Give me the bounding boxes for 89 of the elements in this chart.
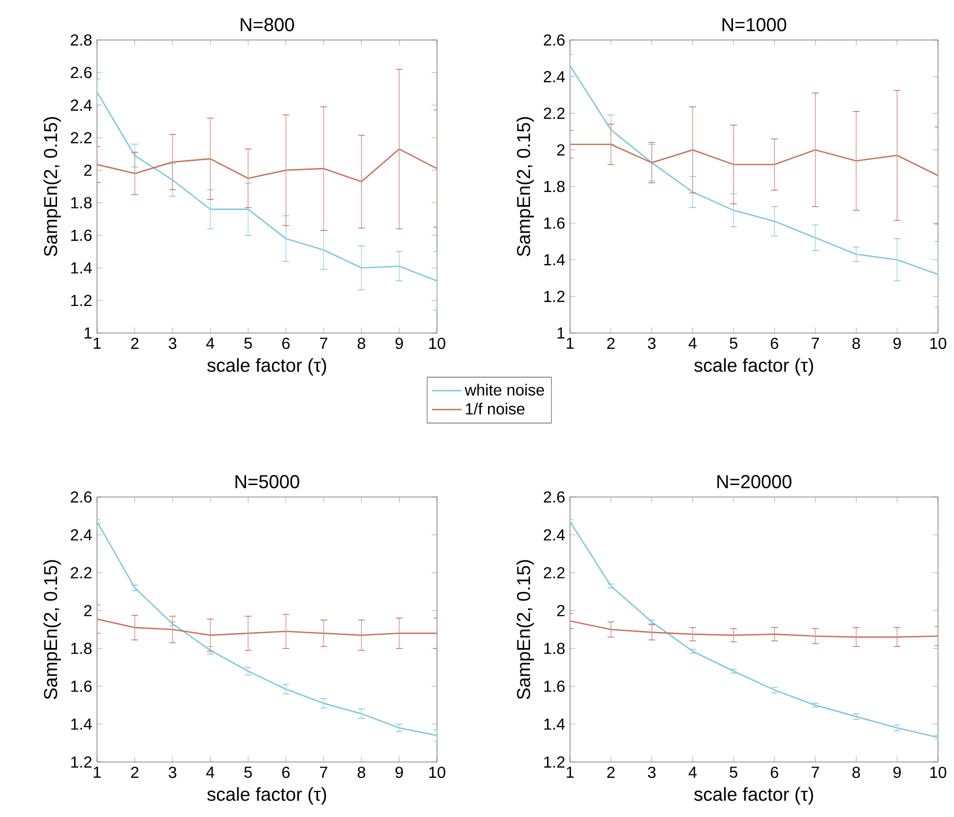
x-tick-label: 10 [429, 766, 446, 778]
y-tick-label: 2.4 [544, 529, 565, 540]
y-tick-label: 1.4 [544, 718, 565, 730]
y-tick-label: 2.2 [544, 108, 564, 119]
y-axis-title: SampEn(2, 0.15) [516, 560, 534, 700]
x-tick-label: 4 [688, 338, 697, 349]
y-axis-title: SampEn(2, 0.15) [43, 117, 61, 256]
x-tick-label: 3 [648, 766, 656, 778]
y-tick-label: 2 [557, 604, 564, 616]
y-tick-label: 1.6 [71, 680, 92, 692]
x-tick-label: 7 [320, 338, 328, 349]
x-tick-label: 8 [358, 766, 366, 778]
y-tick-label: 2.4 [70, 100, 92, 111]
y-tick-label: 2.6 [544, 34, 565, 46]
x-tick-label: 7 [812, 766, 819, 778]
chart-title: N=5000 [236, 475, 300, 488]
x-tick-label: 4 [206, 766, 214, 778]
x-axis-title: scale factor (τ) [207, 358, 326, 376]
x-tick-label: 4 [688, 766, 697, 778]
y-tick-label: 1.2 [71, 294, 92, 306]
x-tick-label: 8 [852, 766, 860, 778]
x-tick-label: 10 [930, 338, 946, 350]
x-tick-label: 1 [566, 766, 574, 778]
x-tick-label: 2 [131, 766, 138, 778]
x-tick-label: 1 [566, 338, 574, 349]
x-tick-label: 9 [893, 766, 901, 778]
y-tick-label: 1.8 [544, 180, 565, 192]
y-tick-label: 2.2 [544, 567, 564, 578]
y-tick-label: 2 [557, 144, 564, 156]
x-tick-label: 5 [244, 766, 252, 778]
y-axis-title: SampEn(2, 0.15) [43, 560, 61, 700]
legend-label: white noise [464, 384, 544, 396]
chart-title: N=800 [240, 18, 294, 32]
x-tick-label: 5 [730, 766, 738, 778]
y-tick-label: 2.8 [70, 34, 92, 46]
x-tick-label: 4 [206, 338, 214, 349]
x-tick-label: 2 [607, 338, 615, 349]
x-axis-title: scale factor (τ) [207, 787, 326, 805]
x-tick-label: 3 [168, 766, 176, 778]
y-tick-label: 2.4 [544, 71, 565, 82]
x-tick-label: 7 [320, 766, 328, 778]
legend-label: 1/f noise [466, 402, 524, 415]
x-tick-label: 6 [282, 766, 290, 778]
x-tick-label: 9 [893, 338, 901, 350]
y-tick-label: 2.2 [70, 567, 92, 578]
x-tick-label: 6 [282, 338, 290, 350]
y-tick-label: 1.6 [544, 680, 565, 692]
x-tick-label: 2 [131, 338, 138, 349]
y-tick-label: 2 [84, 604, 92, 616]
y-tick-label: 2.6 [70, 66, 92, 78]
x-tick-label: 2 [607, 766, 615, 778]
y-tick-label: 1.4 [71, 262, 92, 274]
chart-title: N=20000 [717, 475, 792, 488]
y-tick-label: 1.8 [71, 197, 92, 208]
y-tick-label: 2.4 [70, 529, 92, 540]
y-tick-label: 2.2 [70, 132, 92, 144]
y-tick-label: 1.4 [71, 718, 92, 730]
x-tick-label: 3 [648, 338, 656, 350]
x-tick-label: 6 [770, 338, 778, 350]
x-tick-label: 3 [168, 338, 176, 350]
y-tick-label: 1.2 [544, 290, 564, 302]
y-tick-label: 2 [84, 164, 92, 176]
y-tick-label: 1 [84, 327, 92, 338]
x-tick-label: 8 [358, 338, 366, 350]
y-tick-label: 2.6 [70, 491, 92, 503]
x-tick-label: 9 [396, 766, 403, 778]
x-tick-label: 1 [94, 766, 101, 778]
y-tick-label: 1.8 [71, 642, 92, 654]
x-tick-label: 10 [429, 338, 446, 350]
y-tick-label: 1.4 [544, 254, 565, 266]
y-axis-title: SampEn(2, 0.15) [516, 117, 534, 256]
y-tick-label: 1.2 [544, 756, 564, 768]
x-tick-label: 7 [812, 338, 819, 349]
x-tick-label: 5 [730, 338, 738, 349]
x-tick-label: 1 [94, 338, 101, 349]
x-tick-label: 10 [930, 766, 946, 778]
x-tick-label: 9 [396, 338, 403, 350]
x-axis-title: scale factor (τ) [694, 358, 814, 376]
y-tick-label: 1.6 [544, 217, 565, 229]
x-axis-title: scale factor (τ) [694, 787, 814, 805]
y-tick-label: 1.8 [544, 642, 565, 654]
x-tick-label: 5 [244, 338, 252, 349]
y-tick-label: 1.6 [71, 230, 92, 241]
y-tick-label: 2.6 [544, 491, 565, 503]
chart-title: N=1000 [722, 18, 786, 32]
x-tick-label: 6 [770, 766, 778, 778]
x-tick-label: 8 [852, 338, 860, 350]
y-tick-label: 1 [558, 327, 565, 338]
y-tick-label: 1.2 [71, 756, 92, 768]
